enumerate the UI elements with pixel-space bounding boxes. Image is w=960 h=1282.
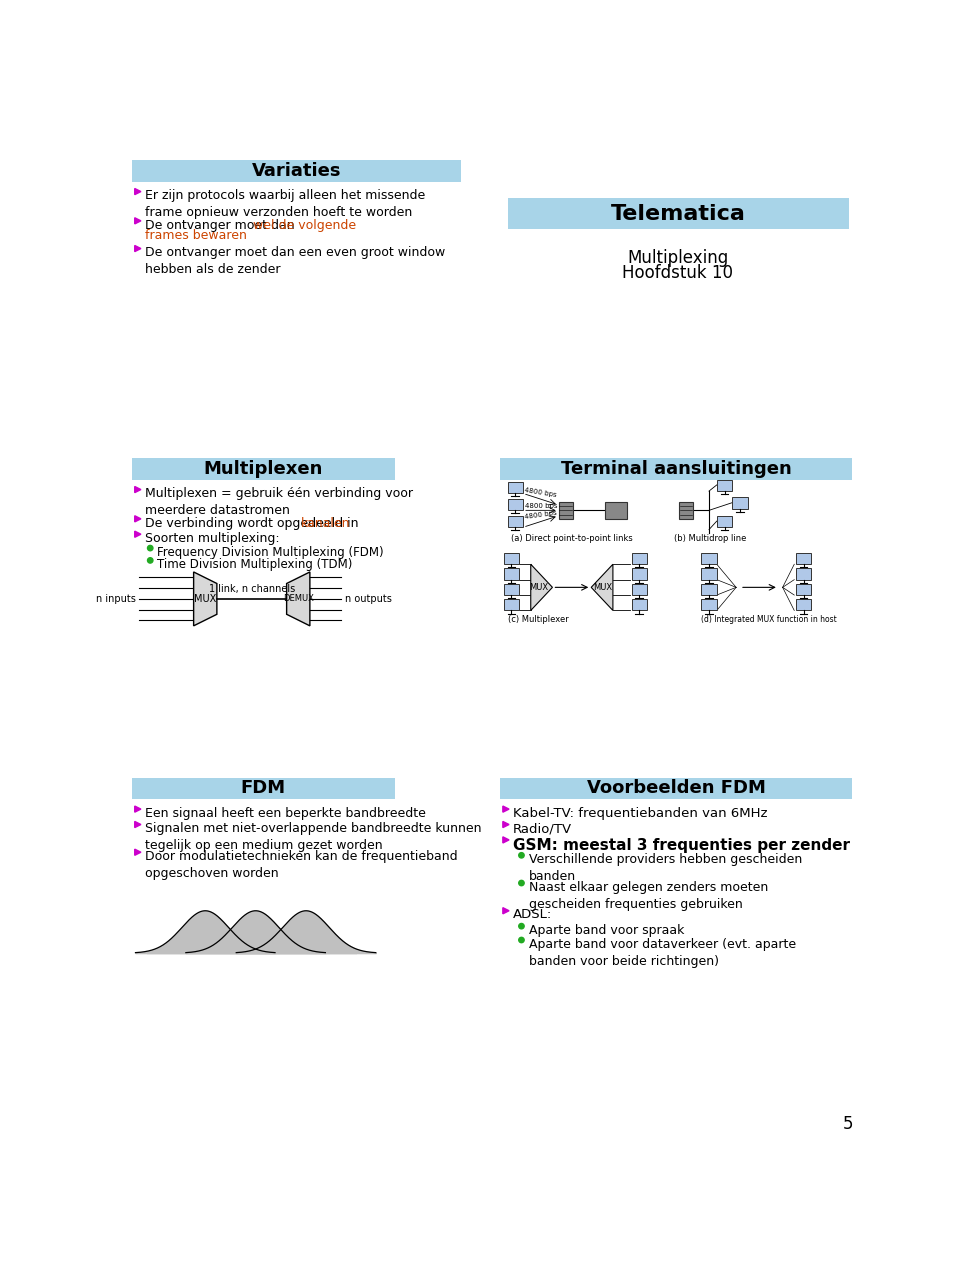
FancyBboxPatch shape xyxy=(632,583,647,595)
FancyBboxPatch shape xyxy=(796,568,811,579)
Text: frames bewaren: frames bewaren xyxy=(145,228,247,241)
FancyBboxPatch shape xyxy=(500,778,852,799)
Text: wel de volgende: wel de volgende xyxy=(253,218,356,232)
Text: kanalen: kanalen xyxy=(301,517,350,529)
Text: Aparte band voor dataverkeer (evt. aparte
banden voor beide richtingen): Aparte band voor dataverkeer (evt. apart… xyxy=(529,937,797,968)
Text: Een signaal heeft een beperkte bandbreedte: Een signaal heeft een beperkte bandbreed… xyxy=(145,806,425,819)
Text: ADSL:: ADSL: xyxy=(513,909,552,922)
Circle shape xyxy=(148,545,153,551)
Text: Voorbeelden FDM: Voorbeelden FDM xyxy=(587,779,765,797)
Text: De ontvanger moet dan: De ontvanger moet dan xyxy=(145,218,299,232)
Text: (d) Integrated MUX function in host: (d) Integrated MUX function in host xyxy=(701,615,837,624)
Text: Multiplexen = gebruik één verbinding voor
meerdere datastromen: Multiplexen = gebruik één verbinding voo… xyxy=(145,487,413,517)
Polygon shape xyxy=(134,486,141,492)
Polygon shape xyxy=(287,572,310,626)
Text: Hoofdstuk 10: Hoofdstuk 10 xyxy=(622,264,733,282)
Text: Multiplexen: Multiplexen xyxy=(204,460,324,478)
Text: (c) Multiplexer: (c) Multiplexer xyxy=(508,615,568,624)
Text: De verbinding wordt opgedeeld in: De verbinding wordt opgedeeld in xyxy=(145,517,362,529)
Circle shape xyxy=(148,558,153,563)
Text: Time Division Multiplexing (TDM): Time Division Multiplexing (TDM) xyxy=(157,558,352,570)
Text: Telematica: Telematica xyxy=(611,204,745,224)
Text: Terminal aansluitingen: Terminal aansluitingen xyxy=(561,460,791,478)
Text: Radio/TV: Radio/TV xyxy=(513,822,572,835)
FancyBboxPatch shape xyxy=(504,583,519,595)
Text: 1 link, n channels: 1 link, n channels xyxy=(208,585,295,595)
Text: Er zijn protocols waarbij alleen het missende
frame opnieuw verzonden hoeft te w: Er zijn protocols waarbij alleen het mis… xyxy=(145,190,425,219)
Text: Frequency Division Multiplexing (FDM): Frequency Division Multiplexing (FDM) xyxy=(157,546,384,559)
Polygon shape xyxy=(503,908,509,914)
FancyBboxPatch shape xyxy=(701,568,717,579)
FancyBboxPatch shape xyxy=(504,553,519,564)
FancyBboxPatch shape xyxy=(132,458,396,479)
FancyBboxPatch shape xyxy=(632,553,647,564)
Polygon shape xyxy=(503,837,509,844)
Text: GSM: meestal 3 frequenties per zender: GSM: meestal 3 frequenties per zender xyxy=(513,837,850,853)
FancyBboxPatch shape xyxy=(717,515,732,527)
Polygon shape xyxy=(591,564,612,610)
Text: MUX: MUX xyxy=(194,594,216,604)
Text: Soorten multiplexing:: Soorten multiplexing: xyxy=(145,532,279,545)
FancyBboxPatch shape xyxy=(508,515,523,527)
FancyBboxPatch shape xyxy=(701,599,717,610)
FancyBboxPatch shape xyxy=(679,501,693,519)
Text: FDM: FDM xyxy=(241,779,286,797)
Text: 5: 5 xyxy=(843,1115,853,1133)
Circle shape xyxy=(518,853,524,858)
Polygon shape xyxy=(194,572,217,626)
Polygon shape xyxy=(134,531,141,537)
Text: De ontvanger moet dan een even groot window
hebben als de zender: De ontvanger moet dan een even groot win… xyxy=(145,246,445,276)
FancyBboxPatch shape xyxy=(508,199,849,229)
FancyBboxPatch shape xyxy=(605,501,627,519)
FancyBboxPatch shape xyxy=(132,160,461,182)
Polygon shape xyxy=(531,564,552,610)
FancyBboxPatch shape xyxy=(632,599,647,610)
Text: MUX: MUX xyxy=(529,583,548,592)
Circle shape xyxy=(518,937,524,942)
Polygon shape xyxy=(134,245,141,251)
FancyBboxPatch shape xyxy=(701,583,717,595)
Text: 4800 bps: 4800 bps xyxy=(524,487,558,497)
Text: n inputs: n inputs xyxy=(96,594,135,604)
Text: Aparte band voor spraak: Aparte band voor spraak xyxy=(529,924,684,937)
FancyBboxPatch shape xyxy=(132,778,396,799)
Text: 4800 bps: 4800 bps xyxy=(524,510,558,520)
Polygon shape xyxy=(134,806,141,813)
Text: Door modulatietechnieken kan de frequentieband
opgeschoven worden: Door modulatietechnieken kan de frequent… xyxy=(145,850,457,879)
Text: Variaties: Variaties xyxy=(252,162,341,179)
Polygon shape xyxy=(134,515,141,522)
FancyBboxPatch shape xyxy=(508,482,523,494)
Polygon shape xyxy=(503,822,509,828)
FancyBboxPatch shape xyxy=(500,458,852,479)
Text: Multiplexing: Multiplexing xyxy=(628,249,729,267)
FancyBboxPatch shape xyxy=(717,479,732,491)
Polygon shape xyxy=(134,822,141,828)
FancyBboxPatch shape xyxy=(508,499,523,510)
Text: n outputs: n outputs xyxy=(345,594,392,604)
Polygon shape xyxy=(503,806,509,813)
FancyBboxPatch shape xyxy=(504,599,519,610)
Polygon shape xyxy=(134,188,141,195)
FancyBboxPatch shape xyxy=(504,568,519,579)
FancyBboxPatch shape xyxy=(559,501,572,519)
Circle shape xyxy=(518,881,524,886)
Text: Verschillende providers hebben gescheiden
banden: Verschillende providers hebben gescheide… xyxy=(529,853,803,883)
FancyBboxPatch shape xyxy=(732,497,748,509)
Text: 4800 bps: 4800 bps xyxy=(524,503,557,509)
Text: MUX: MUX xyxy=(593,583,612,592)
FancyBboxPatch shape xyxy=(701,553,717,564)
Polygon shape xyxy=(134,849,141,855)
Text: Kabel-TV: frequentiebanden van 6MHz: Kabel-TV: frequentiebanden van 6MHz xyxy=(513,806,767,819)
Text: (b) Multidrop line: (b) Multidrop line xyxy=(674,535,747,544)
Text: (a) Direct point-to-point links: (a) Direct point-to-point links xyxy=(512,535,634,544)
Circle shape xyxy=(518,923,524,929)
FancyBboxPatch shape xyxy=(796,583,811,595)
Text: Naast elkaar gelegen zenders moeten
gescheiden frequenties gebruiken: Naast elkaar gelegen zenders moeten gesc… xyxy=(529,881,768,910)
Text: Signalen met niet-overlappende bandbreedte kunnen
tegelijk op een medium gezet w: Signalen met niet-overlappende bandbreed… xyxy=(145,822,481,853)
FancyBboxPatch shape xyxy=(796,599,811,610)
FancyBboxPatch shape xyxy=(632,568,647,579)
Polygon shape xyxy=(134,218,141,224)
Text: DEMUX: DEMUX xyxy=(283,595,314,604)
FancyBboxPatch shape xyxy=(796,553,811,564)
